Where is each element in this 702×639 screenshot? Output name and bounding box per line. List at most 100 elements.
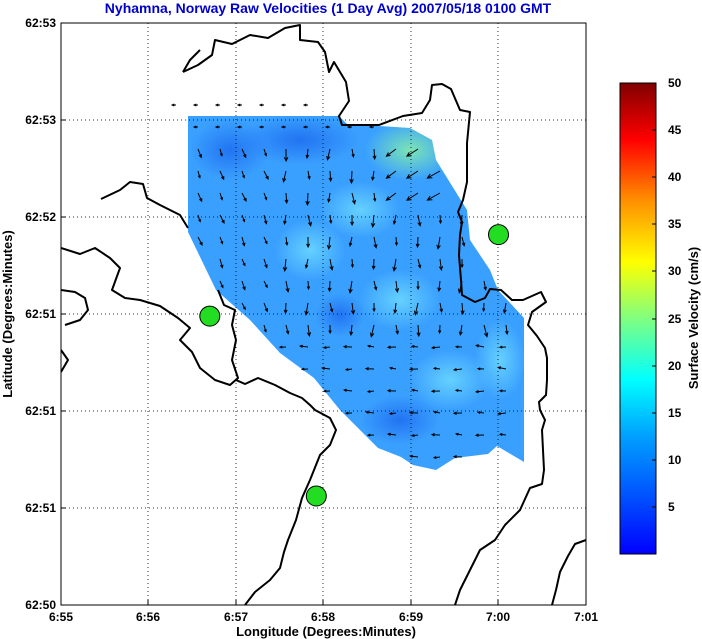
velocity-arrow — [410, 388, 419, 392]
velocity-arrow — [454, 432, 463, 436]
velocity-arrow — [372, 302, 376, 313]
velocity-arrow — [214, 125, 220, 129]
x-tick-labels: 6:55 6:56 6:57 6:58 6:59 7:00 7:01 — [49, 610, 598, 624]
map-title: Nyhamna, Norway Raw Velocities (1 Day Av… — [105, 0, 552, 16]
colorbar-tick-label: 25 — [668, 312, 682, 326]
velocity-arrow — [280, 103, 286, 107]
velocity-arrow — [197, 192, 203, 203]
velocity-arrow — [306, 280, 311, 291]
velocity-arrow — [474, 389, 485, 394]
x-tick-label: 6:56 — [136, 610, 160, 624]
velocity-arrow — [364, 410, 375, 414]
velocity-arrow — [483, 280, 487, 291]
colorbar-tick-labels: 5 10 15 20 25 30 35 40 45 50 — [668, 76, 682, 514]
coastline — [61, 24, 586, 605]
velocity-arrow — [298, 344, 309, 348]
velocity-arrow — [241, 302, 246, 311]
velocity-arrow — [349, 324, 354, 337]
velocity-arrow — [395, 324, 399, 335]
velocity-arrow — [432, 367, 441, 371]
velocity-arrow — [241, 236, 246, 247]
x-axis-label: Longitude (Degrees:Minutes) — [236, 624, 416, 639]
velocity-arrow — [460, 258, 464, 269]
y-tick-label: 62:52 — [25, 210, 56, 224]
velocity-arrow — [373, 192, 377, 203]
velocity-arrow — [192, 103, 198, 107]
velocity-arrow — [329, 258, 334, 271]
velocity-arrow — [342, 345, 353, 349]
velocity-arrow — [327, 192, 331, 204]
velocity-arrow — [197, 214, 201, 223]
velocity-arrow — [452, 411, 463, 415]
radar-station-marker — [488, 224, 509, 246]
radar-stations — [199, 224, 509, 507]
velocity-arrow — [416, 324, 421, 338]
velocity-arrow — [408, 411, 419, 415]
velocity-arrow — [278, 345, 287, 349]
velocity-arrow — [283, 214, 287, 226]
velocity-arrow — [436, 236, 441, 250]
velocity-arrow — [219, 148, 223, 157]
velocity-arrow — [408, 367, 419, 371]
velocity-arrow — [460, 302, 465, 316]
velocity-arrow — [326, 148, 331, 161]
velocity-arrow — [342, 388, 353, 392]
velocity-arrow — [438, 214, 443, 225]
velocity-arrow — [371, 258, 376, 271]
velocity-arrow — [284, 192, 289, 205]
velocity-vectors — [170, 103, 509, 459]
velocity-arrow — [405, 192, 419, 201]
x-tick-label: 7:01 — [574, 610, 598, 624]
velocity-arrow — [326, 236, 332, 251]
velocity-arrow — [430, 389, 441, 393]
radar-station-marker — [199, 305, 221, 327]
velocity-arrow — [474, 433, 485, 437]
velocity-arrow — [282, 170, 287, 183]
velocity-arrow — [219, 236, 224, 245]
velocity-arrow — [263, 258, 268, 269]
velocity-arrow — [373, 280, 378, 291]
y-tick-label: 62:51 — [25, 307, 56, 321]
velocity-arrow — [305, 192, 310, 207]
velocity-arrow — [214, 103, 220, 107]
velocity-arrow — [385, 192, 397, 201]
velocity-arrow — [452, 367, 463, 372]
velocity-arrow — [263, 148, 267, 157]
velocity-arrow — [437, 280, 442, 293]
velocity-arrow — [394, 236, 399, 247]
velocity-arrow — [306, 236, 311, 249]
velocity-arrow — [426, 192, 441, 201]
velocity-arrow — [385, 170, 397, 179]
velocity-arrow — [324, 125, 330, 129]
velocity-arrow — [368, 125, 374, 129]
velocity-arrow — [241, 214, 246, 223]
velocity-arrow — [241, 170, 245, 179]
velocity-arrow — [350, 214, 355, 227]
velocity-arrow — [329, 214, 333, 225]
velocity-arrow — [438, 324, 442, 335]
velocity-arrow — [241, 280, 246, 291]
velocity-arrow — [432, 410, 441, 414]
velocity-arrow — [394, 280, 400, 294]
velocity-arrow — [385, 148, 397, 157]
velocity-arrow — [405, 148, 419, 157]
velocity-arrow — [197, 170, 201, 179]
velocity-arrow — [410, 433, 419, 437]
velocity-arrow — [305, 148, 310, 160]
velocity-arrow — [417, 258, 422, 269]
x-tick-label: 7:00 — [486, 610, 510, 624]
velocity-arrow — [410, 345, 419, 349]
colorbar-tick-label: 40 — [668, 170, 682, 184]
velocity-arrow — [263, 302, 268, 313]
velocity-arrow — [392, 214, 397, 225]
velocity-arrow — [258, 125, 264, 129]
velocity-arrow — [454, 345, 463, 349]
velocity-arrow — [388, 366, 397, 370]
velocity-arrow — [322, 389, 331, 393]
velocity-arrow — [475, 344, 485, 348]
colorbar-label: Surface Velocity (cm/s) — [686, 247, 701, 389]
velocity-arrow — [306, 324, 312, 338]
y-tick-label: 62:53 — [25, 16, 56, 30]
velocity-arrow — [372, 148, 377, 161]
velocity-arrow — [197, 148, 202, 159]
